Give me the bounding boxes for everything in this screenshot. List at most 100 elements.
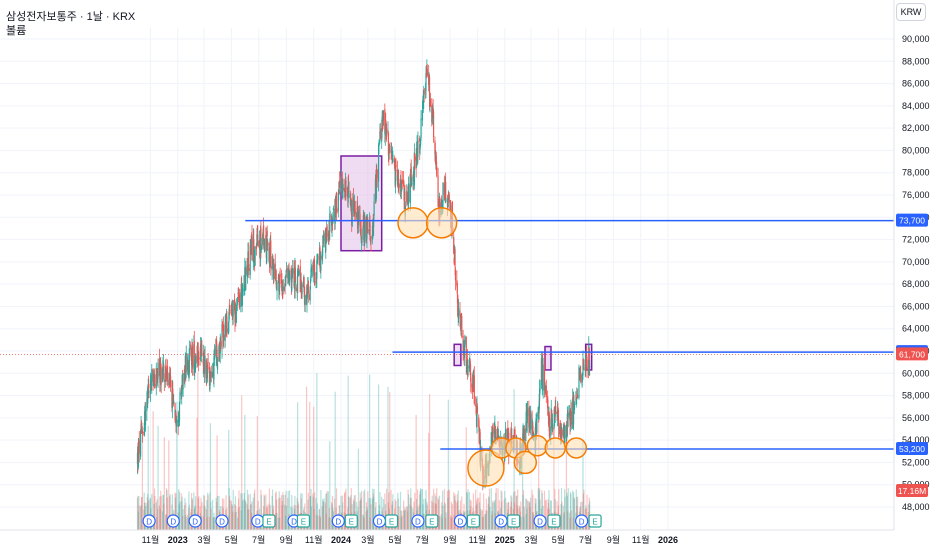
event-marker-label: E: [301, 518, 306, 527]
volume-bar: [318, 508, 321, 530]
candle-body: [282, 286, 284, 291]
candle-body: [429, 99, 432, 107]
event-marker-label: E: [511, 518, 516, 527]
horizontal-lines[interactable]: [0, 219, 894, 450]
candle-body: [412, 175, 414, 183]
volume-bar: [326, 490, 328, 530]
candle-body: [263, 225, 265, 240]
volume-bar: [312, 496, 314, 530]
y-tick-label: 76,000: [902, 190, 930, 200]
candle-body: [432, 111, 435, 137]
volume-bar: [319, 517, 322, 530]
candle-body: [205, 359, 207, 379]
candle-body: [445, 181, 447, 198]
candle-body: [251, 234, 253, 261]
candle-body: [247, 251, 250, 265]
candle-body: [302, 283, 305, 287]
candle-body: [229, 310, 231, 311]
volume-bar: [535, 498, 537, 530]
volume-bar: [472, 493, 475, 530]
volume-bar: [326, 492, 328, 530]
volume-bar: [360, 497, 362, 530]
candle-body: [357, 228, 359, 229]
volume-bar: [156, 517, 158, 530]
volume-bar: [212, 517, 215, 530]
volume-bar: [486, 510, 488, 530]
candle-body: [209, 380, 211, 390]
volume-bar: [520, 501, 522, 530]
highlight-box: [544, 345, 552, 371]
volume-bar: [360, 490, 363, 530]
candle-body: [169, 376, 172, 388]
candle-body: [394, 168, 397, 185]
candle-body: [323, 232, 325, 241]
candle-body: [267, 240, 269, 247]
candle-body: [366, 216, 368, 222]
volume-bar: [492, 502, 494, 530]
candle-body: [303, 286, 305, 298]
candle-body: [304, 295, 306, 305]
volume-bar: [216, 495, 219, 530]
volume-bar: [182, 515, 184, 530]
volume-bar: [406, 507, 408, 530]
volume-bar: [388, 492, 390, 530]
volume-bar: [381, 496, 383, 530]
candle-body: [220, 340, 222, 347]
volume-bar: [277, 517, 279, 530]
volume-bar: [155, 502, 157, 530]
candle-body: [297, 270, 299, 294]
volume-bar: [454, 496, 456, 530]
earnings-marker: [262, 514, 276, 528]
volume-bar: [317, 515, 319, 530]
volume-bar: [300, 493, 302, 530]
candle-body: [434, 140, 436, 155]
candle-body: [175, 421, 177, 426]
y-tick-label: 72,000: [902, 235, 930, 245]
volume-bar: [223, 498, 225, 530]
volume-bar: [218, 495, 220, 530]
candle-body: [555, 405, 557, 414]
candle-body: [382, 110, 385, 121]
volume-bar: [407, 510, 409, 530]
volume-bar: [389, 392, 391, 530]
volume-bar: [503, 499, 505, 530]
volume-bar: [529, 502, 531, 530]
volume-bar: [532, 512, 534, 530]
volume-bar: [159, 508, 161, 530]
volume-bar: [200, 497, 202, 530]
candle-body: [542, 364, 544, 391]
volume-bar: [577, 496, 579, 530]
candle-body: [390, 151, 393, 154]
candle-body: [173, 400, 175, 404]
candle-body: [420, 138, 422, 145]
volume-bar: [488, 496, 490, 530]
candle-body: [177, 419, 179, 428]
volume-bar: [532, 494, 534, 530]
candle-body: [154, 384, 156, 387]
volume-bar: [313, 406, 315, 530]
candle-body: [407, 183, 410, 204]
highlight-circles[interactable]: [397, 207, 588, 487]
volume-bar: [420, 489, 422, 530]
candle-body: [460, 315, 462, 327]
candle-body: [528, 407, 530, 428]
event-marker-label: D: [219, 518, 225, 527]
volume-bar: [390, 489, 392, 530]
currency-button[interactable]: KRW: [896, 3, 926, 21]
volume-bar: [415, 414, 417, 530]
candle-body: [306, 296, 308, 305]
candle-body: [544, 386, 546, 393]
volume-bar: [522, 495, 524, 530]
candle-body: [203, 352, 205, 368]
candle-body: [578, 371, 581, 372]
candle-body: [398, 183, 400, 189]
candle-body: [188, 348, 190, 374]
candle-body: [526, 409, 529, 416]
chart-subtitle: 볼륨: [6, 25, 27, 37]
volume-bar: [146, 497, 148, 530]
x-tick-label: 2024: [331, 535, 351, 545]
volume-bar: [434, 493, 436, 530]
volume-bar: [497, 488, 499, 530]
